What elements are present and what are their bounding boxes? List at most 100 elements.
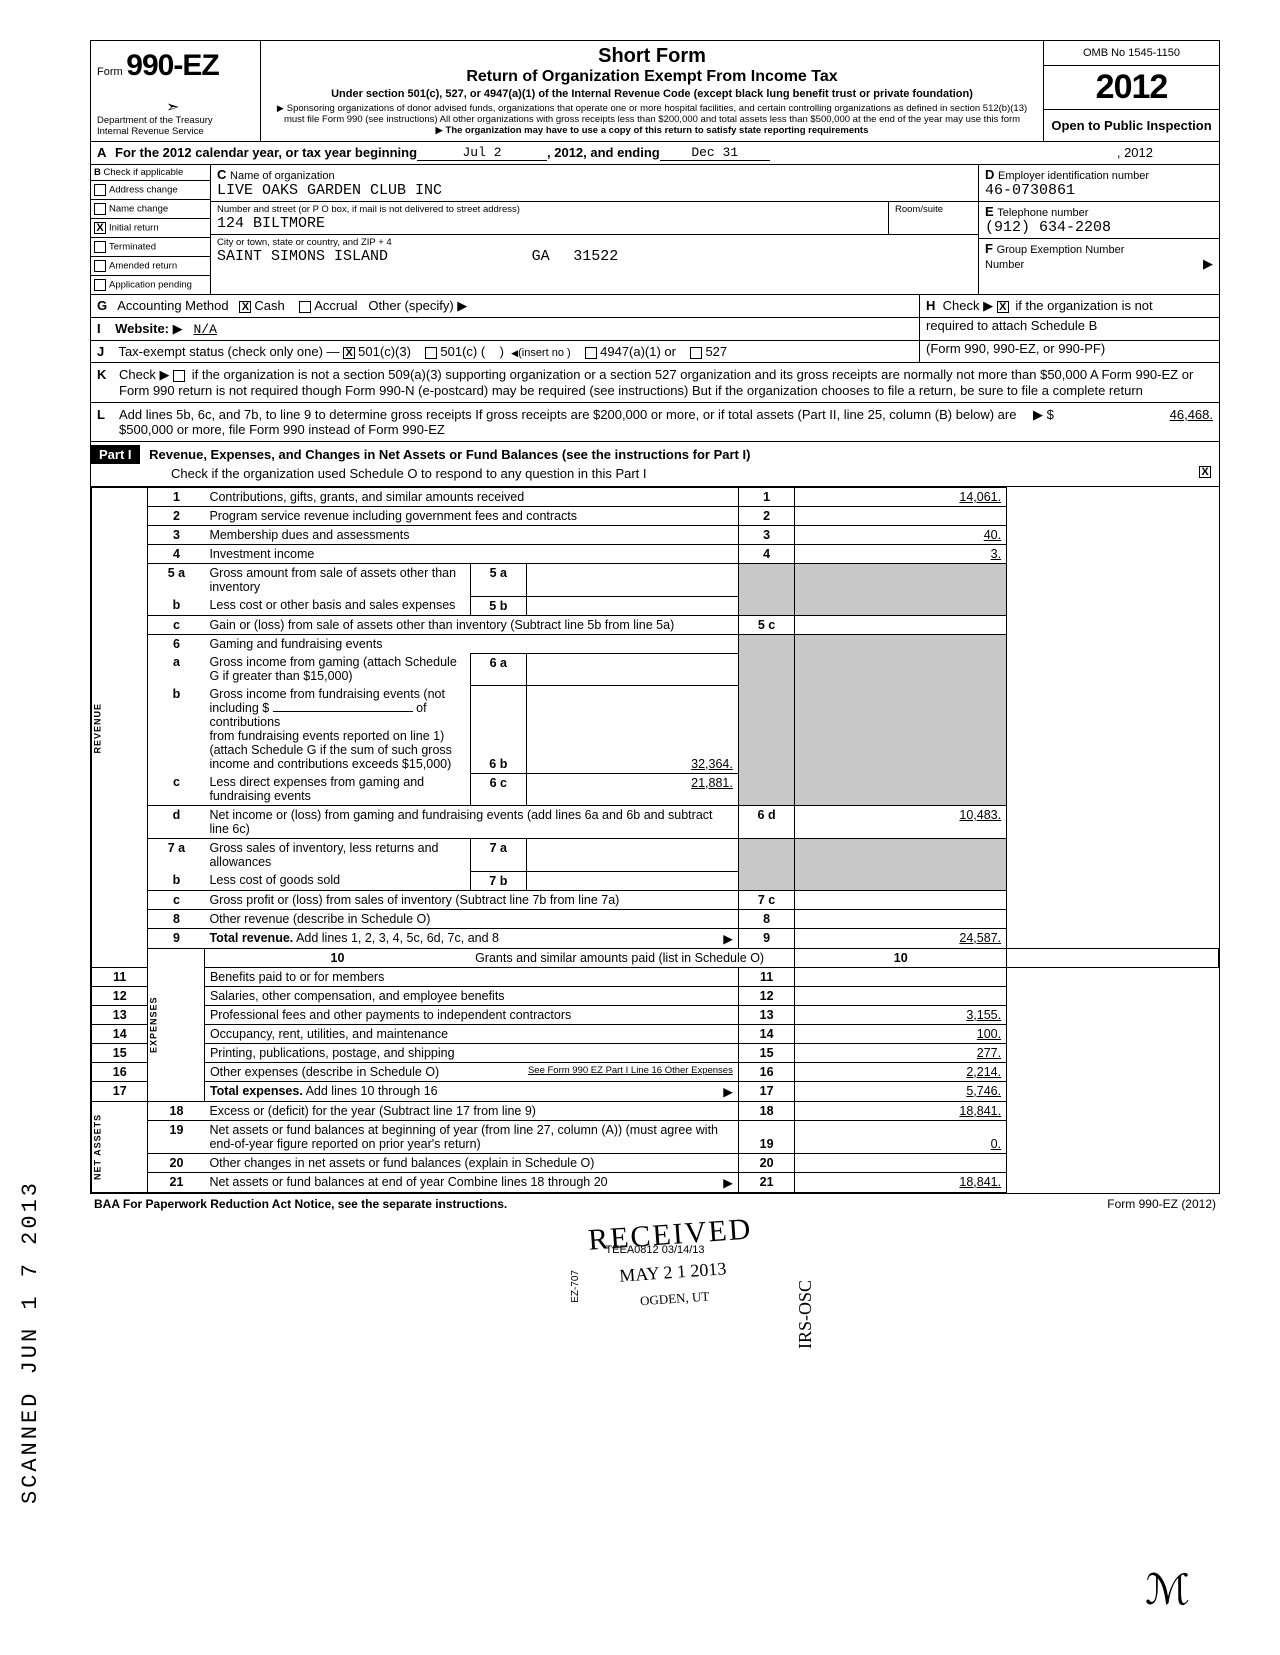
phone-value: (912) 634-2208 [985,219,1111,236]
line-5c-desc: Gain or (loss) from sale of assets other… [204,615,738,634]
footer-left: BAA For Paperwork Reduction Act Notice, … [94,1197,507,1211]
line-a-label: For the 2012 calendar year, or tax year … [115,145,417,161]
line-a: A For the 2012 calendar year, or tax yea… [91,142,1219,165]
line-16-amt: 2,214. [795,1062,1007,1081]
line-6d-desc: Net income or (loss) from gaming and fun… [204,806,738,839]
g-label: Accounting Method [117,298,228,313]
arrow-icon: ➣ [166,97,179,117]
line-12-amt [795,986,1007,1005]
subtitle-code: Under section 501(c), 527, or 4947(a)(1)… [271,88,1033,100]
j-4947-checkbox[interactable] [585,347,597,359]
j-501c3-checkbox[interactable]: X [343,347,355,359]
part1-header: Part I Revenue, Expenses, and Changes in… [91,442,1219,487]
l-row: L Add lines 5b, 6c, and 7b, to line 9 to… [91,403,1219,442]
k-check-label: Check ▶ [119,367,169,382]
line-6-desc: Gaming and fundraising events [204,634,738,653]
line-11-desc: Benefits paid to or for members [204,967,738,986]
part1-check-label: Check if the organization used Schedule … [171,466,647,481]
line-13-desc: Professional fees and other payments to … [204,1005,738,1024]
line-7c-desc: Gross profit or (loss) from sales of inv… [204,890,738,909]
line-9-desc: Add lines 1, 2, 3, 4, 5c, 6d, 7c, and 8 [296,931,499,945]
line-5a-amt [527,564,739,597]
line-8-desc: Other revenue (describe in Schedule O) [204,909,738,928]
line-20-amt [795,1153,1007,1172]
subtitle-sponsor: Sponsoring organizations of donor advise… [271,103,1033,125]
line-14-amt: 100. [795,1024,1007,1043]
line-12-desc: Salaries, other compensation, and employ… [204,986,738,1005]
form-990ez: Form 990-EZ ➣ Department of the Treasury… [90,40,1220,1194]
line-6b-amt: 32,364. [527,685,739,773]
l-text: Add lines 5b, 6c, and 7b, to line 9 to d… [119,407,1033,437]
street-value: 124 BILTMORE [217,215,882,232]
line-17-amt: 5,746. [795,1081,1007,1101]
title-short-form: Short Form [271,45,1033,68]
footer: BAA For Paperwork Reduction Act Notice, … [90,1194,1220,1214]
line-7a-amt [527,839,739,872]
part1-title: Revenue, Expenses, and Changes in Net As… [149,447,750,462]
terminated-checkbox[interactable] [94,241,106,253]
h-not-required-checkbox[interactable]: X [997,301,1009,313]
line-5c-amt [795,615,1007,634]
part1-schedule-o-checkbox[interactable]: X [1199,466,1211,478]
subtitle-state: The organization may have to use a copy … [271,125,1033,136]
amended-checkbox[interactable] [94,260,106,272]
irs-label: Internal Revenue Service [97,126,213,137]
street-label: Number and street (or P O box, if mail i… [217,204,882,215]
signature-mark: ℳ [1145,1565,1190,1615]
assets-side-label: NET ASSETS [92,1101,148,1192]
title-return: Return of Organization Exempt From Incom… [271,68,1033,86]
d-label: Employer identification number [998,170,1149,182]
k-checkbox[interactable] [173,370,185,382]
line-5b-amt [527,596,739,615]
city-value: SAINT SIMONS ISLAND [217,248,388,265]
entity-block: B Check if applicable Address change Nam… [91,165,1219,295]
line-21-amt: 18,841. [795,1172,1007,1192]
line-7b-desc: Less cost of goods sold [204,871,470,890]
accrual-checkbox[interactable] [299,301,311,313]
name-change-checkbox[interactable] [94,203,106,215]
line-4-desc: Investment income [204,545,738,564]
line-6c-desc: Less direct expenses from gaming and fun… [204,773,470,806]
b-label: Check if applicable [104,167,184,178]
line-21-desc: Net assets or fund balances at end of ye… [209,1175,607,1189]
line-5a-desc: Gross amount from sale of assets other t… [204,564,470,597]
addr-change-checkbox[interactable] [94,184,106,196]
open-inspection: Open to Public Inspection [1044,110,1219,141]
line-3-amt: 40. [795,526,1007,545]
line-19-amt: 0. [795,1120,1007,1153]
line-15-desc: Printing, publications, postage, and shi… [204,1043,738,1062]
form-number: 990-EZ [126,49,218,82]
line-2-desc: Program service revenue including govern… [204,507,738,526]
line-6a-desc: Gross income from gaming (attach Schedul… [204,653,470,685]
dept-treasury: Department of the Treasury [97,115,213,126]
j-label: Tax-exempt status (check only one) — [118,344,339,359]
revenue-side-label: REVENUE [92,488,148,968]
irs-osc-stamp: IRS-OSC [795,1280,816,1349]
c-label: Name of organization [230,170,335,182]
part1-label: Part I [91,445,140,464]
line-15-amt: 277. [795,1043,1007,1062]
g-h-row: G Accounting Method XCash Accrual Other … [91,295,1219,318]
received-stamp: RECEIVED MAY 2 1 2013 OGDEN, UT [587,1212,757,1312]
line-13-amt: 3,155. [795,1005,1007,1024]
app-pending-checkbox[interactable] [94,279,106,291]
website-label: Website: [115,321,169,336]
cash-checkbox[interactable]: X [239,301,251,313]
footer-right: Form 990-EZ (2012) [1107,1197,1216,1211]
f-label: Group Exemption Number [997,244,1125,256]
initial-return-checkbox[interactable]: X [94,222,106,234]
line-10-amt [1007,948,1219,967]
tax-year-end: Dec 31 [660,145,770,161]
line-a-year: , 2012 [1117,145,1153,161]
h-line3: (Form 990, 990-EZ, or 990-PF) [926,341,1105,356]
j-501c-checkbox[interactable] [425,347,437,359]
j-row: J Tax-exempt status (check only one) — X… [91,341,1219,363]
line-7a-desc: Gross sales of inventory, less returns a… [204,839,470,872]
line-1-amt: 14,061. [795,488,1007,507]
tax-year: 2012 [1044,66,1219,110]
line-16-note: See Form 990 EZ Part I Line 16 Other Exp… [528,1065,733,1076]
room-label: Room/suite [888,202,978,234]
form-label: Form [97,66,123,78]
line-10-desc: Grants and similar amounts paid (list in… [470,948,795,967]
j-527-checkbox[interactable] [690,347,702,359]
